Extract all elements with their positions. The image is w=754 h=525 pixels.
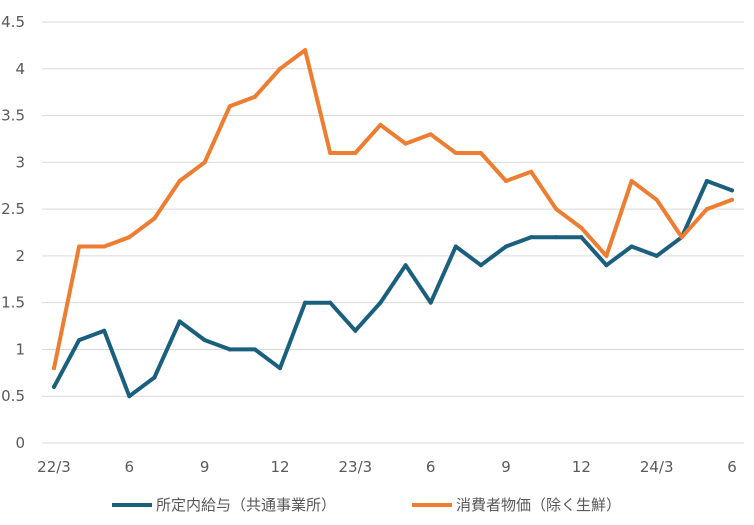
series-1 (52, 48, 734, 371)
y-axis-tick-labels: 0 0.5 1 1.5 2 2.5 3 3.5 4 4.5 (1, 13, 25, 452)
data-point (127, 235, 132, 240)
data-point (403, 141, 408, 146)
data-point (579, 225, 584, 230)
y-tick-label: 4 (15, 60, 25, 78)
data-point (579, 235, 584, 240)
data-point (378, 300, 383, 305)
y-tick-label: 3.5 (1, 107, 25, 125)
x-tick-label: 6 (727, 458, 737, 476)
y-tick-label: 4.5 (1, 13, 25, 31)
data-point (730, 197, 734, 202)
data-point (252, 347, 257, 352)
x-tick-label: 12 (270, 458, 289, 476)
data-point (202, 338, 207, 343)
data-point (152, 216, 157, 221)
data-point (328, 300, 333, 305)
legend-label: 消費者物価（除く生鮮） (456, 496, 621, 514)
data-point (604, 263, 609, 268)
data-point (52, 384, 56, 389)
gridlines (42, 21, 744, 444)
data-point (428, 132, 433, 137)
data-point (478, 263, 483, 268)
data-point (730, 188, 734, 193)
y-tick-label: 2 (15, 247, 25, 265)
x-tick-label: 6 (426, 458, 436, 476)
data-point (278, 366, 282, 371)
data-point (529, 235, 534, 240)
data-point (378, 122, 383, 127)
x-tick-label: 12 (572, 458, 591, 476)
data-point (704, 179, 709, 184)
x-axis-tick-labels: 22/3 6 9 12 23/3 6 9 12 24/3 6 (37, 458, 737, 476)
data-point (554, 235, 559, 240)
y-tick-label: 0 (15, 434, 25, 452)
data-point (554, 207, 559, 212)
data-point (102, 328, 107, 333)
x-tick-label: 23/3 (338, 458, 372, 476)
data-point (629, 244, 634, 249)
data-point (654, 253, 659, 258)
data-point (328, 150, 333, 155)
legend-item: 所定内給与（共通事業所） (112, 496, 336, 514)
legend: 所定内給与（共通事業所） 消費者物価（除く生鮮） (112, 496, 621, 514)
data-point (52, 366, 56, 371)
y-tick-label: 1.5 (1, 294, 25, 312)
y-tick-label: 1 (15, 340, 25, 358)
data-point (428, 300, 433, 305)
data-point (177, 319, 182, 324)
y-tick-label: 3 (15, 153, 25, 171)
data-point (629, 179, 634, 184)
data-point (529, 169, 534, 174)
x-tick-label: 6 (125, 458, 135, 476)
x-tick-label: 22/3 (37, 458, 71, 476)
series-line (52, 179, 734, 399)
legend-label: 所定内給与（共通事業所） (156, 496, 336, 514)
data-point (102, 244, 107, 249)
data-point (353, 328, 358, 333)
data-point (303, 48, 308, 53)
data-point (403, 263, 408, 268)
data-point (453, 150, 458, 155)
data-point (77, 338, 82, 343)
data-point (227, 347, 232, 352)
data-point (177, 179, 182, 184)
data-point (127, 394, 132, 399)
series-0 (52, 179, 734, 399)
data-point (303, 300, 308, 305)
x-tick-label: 9 (501, 458, 511, 476)
data-point (252, 94, 257, 99)
x-tick-label: 24/3 (640, 458, 674, 476)
legend-item: 消費者物価（除く生鮮） (412, 496, 621, 514)
data-point (152, 375, 157, 380)
data-point (227, 104, 232, 109)
data-point (478, 150, 483, 155)
data-point (679, 235, 684, 240)
x-tick-label: 9 (200, 458, 210, 476)
data-point (504, 244, 508, 249)
data-point (604, 253, 609, 258)
data-point (704, 207, 709, 212)
y-tick-label: 0.5 (1, 387, 25, 405)
y-tick-label: 2.5 (1, 200, 25, 218)
series-lines (52, 48, 734, 399)
data-point (654, 197, 659, 202)
data-point (353, 150, 358, 155)
data-point (278, 66, 282, 71)
series-line (52, 48, 734, 371)
data-point (202, 160, 207, 165)
data-point (453, 244, 458, 249)
data-point (504, 179, 508, 184)
data-point (77, 244, 82, 249)
